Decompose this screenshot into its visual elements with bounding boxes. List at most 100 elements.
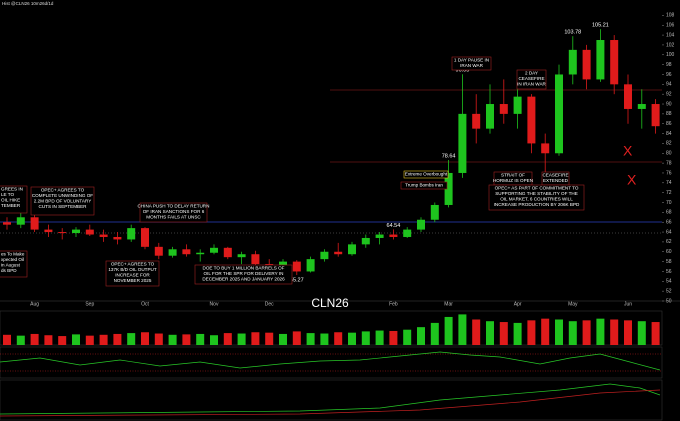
candle-body	[85, 229, 94, 235]
y-tick-label: 84	[666, 131, 672, 137]
volume-bar	[568, 321, 577, 345]
volume-bar	[637, 321, 646, 345]
annotation-text: 2.2M BPD OF VOLUNTARY	[34, 199, 92, 204]
volume-bar	[99, 334, 108, 345]
volume-bar	[127, 333, 136, 345]
y-tick-label: 50	[666, 298, 672, 304]
x-tick-label: Sep	[85, 301, 94, 307]
volume-bar	[389, 330, 398, 345]
volume-bar	[182, 334, 191, 345]
candle-body	[182, 249, 191, 255]
annotation-text: 1 DAY PAUSE IN	[454, 58, 489, 63]
y-tick-label: 56	[666, 269, 672, 275]
annotation-text: COMPLETE UNWINDING OF	[32, 193, 93, 198]
y-tick-label: 52	[666, 288, 672, 294]
y-tick-label: 80	[666, 151, 672, 157]
candle-body	[334, 251, 343, 255]
indicator-line	[0, 389, 661, 417]
candle-body	[196, 252, 205, 255]
candle-body	[499, 104, 508, 114]
volume-bar	[596, 318, 605, 345]
candle-body	[306, 259, 315, 272]
candle-body	[651, 104, 660, 127]
x-tick-label: Jun	[624, 301, 632, 307]
volume-bar	[541, 318, 550, 345]
volume-bar	[417, 327, 425, 345]
annotation-text: OF IRAN SANCTIONS FOR 6	[143, 209, 205, 214]
volume-bar	[72, 334, 80, 345]
x-marker: X	[623, 143, 633, 159]
annotation-text: STRAIT OF	[501, 173, 525, 178]
indicator-pane	[0, 379, 663, 421]
indicator-line	[0, 383, 661, 415]
candle-body	[348, 244, 356, 255]
y-tick-label: 92	[666, 92, 672, 98]
candle-body	[486, 104, 494, 129]
volume-bar	[168, 334, 177, 345]
price-label: 55.27	[290, 278, 304, 284]
annotation-text: OIL MARKET, 6 COUNTRIES WILL	[500, 197, 573, 202]
volume-bar	[16, 335, 25, 345]
candle-body	[58, 232, 67, 234]
volume-bar	[154, 333, 163, 345]
price-label: 105.21	[592, 23, 609, 29]
annotation-text: xpected Oil	[1, 257, 24, 262]
candle-body	[624, 84, 632, 109]
volume-bar	[624, 320, 632, 345]
y-tick-label: 94	[666, 82, 672, 88]
annotation-box	[30, 186, 95, 216]
candle-body	[292, 261, 301, 272]
chart-title: CLN26	[311, 296, 349, 310]
annotation-text: HORMUZ IS OPEN	[493, 178, 533, 183]
candle-body	[541, 143, 550, 154]
volume-bar	[499, 322, 508, 345]
candle-body	[596, 40, 605, 80]
volume-bar	[113, 333, 122, 345]
price-label: 103.78	[564, 30, 581, 36]
candle-body	[403, 229, 412, 237]
y-tick-label: 66	[666, 220, 672, 226]
annotation-text: CEASEFIRE	[518, 76, 544, 81]
volume-bar	[85, 335, 94, 345]
y-tick-label: 62	[666, 239, 672, 245]
annotation-text: TEMBER	[1, 203, 21, 208]
volume-bar	[237, 333, 246, 345]
volume-bar	[320, 333, 329, 345]
annotation-text: OIL FOR THE SPR FOR DELIVERY IN	[204, 271, 284, 276]
volume-bar	[582, 320, 591, 345]
candle-body	[375, 234, 384, 238]
candle-body	[154, 246, 163, 256]
candle-body	[30, 217, 39, 230]
y-tick-label: 74	[666, 180, 672, 186]
x-tick-label: Oct	[141, 301, 149, 307]
candle-body	[3, 222, 11, 225]
volume-bar	[279, 333, 287, 345]
annotation-box	[194, 264, 293, 285]
volume-bar	[334, 332, 343, 345]
y-tick-label: 102	[666, 42, 675, 48]
y-tick-label: 76	[666, 170, 672, 176]
candle-body	[527, 96, 536, 144]
volume-bar	[513, 322, 522, 345]
annotation-text: CUTS IN SEPTEMBER	[39, 204, 88, 209]
oscillator-line	[0, 351, 661, 371]
candle-body	[127, 228, 136, 240]
volume-bar	[472, 319, 481, 345]
y-tick-label: 78	[666, 160, 672, 166]
annotation-text: INCREASE PRODUCTION BY 206K BPD	[494, 202, 580, 207]
y-tick-label: 98	[666, 62, 672, 68]
candle-body	[430, 204, 439, 220]
oscillator-pane	[0, 346, 663, 379]
y-tick-label: 96	[666, 72, 672, 78]
volume-bar	[555, 319, 563, 345]
volume-bar	[306, 333, 315, 345]
candle-body	[141, 228, 149, 247]
candle-body	[389, 234, 398, 237]
candle-body	[237, 254, 246, 258]
volume-bar	[265, 332, 274, 345]
y-tick-label: 60	[666, 249, 672, 255]
volume-bar	[430, 322, 439, 345]
candle-body	[555, 74, 563, 154]
price-label: 64.54	[387, 223, 401, 229]
